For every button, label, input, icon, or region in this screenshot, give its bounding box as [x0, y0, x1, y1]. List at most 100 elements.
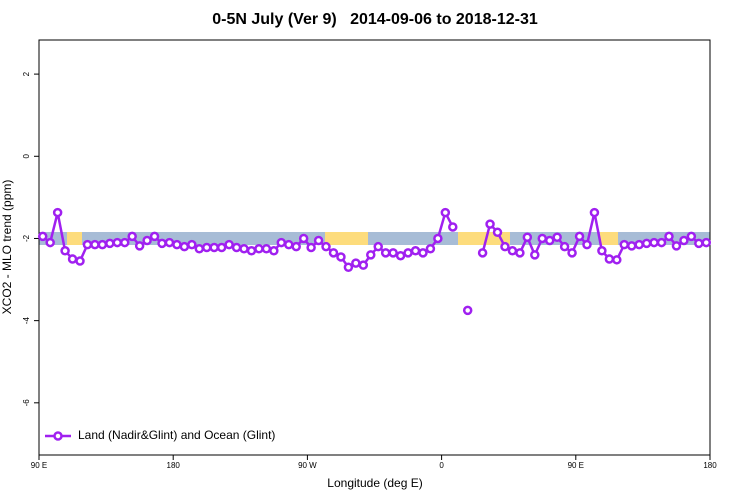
plot-frame [38, 39, 711, 456]
data-point [358, 260, 369, 270]
data-point [477, 248, 488, 258]
data-point [284, 239, 294, 250]
data-point [701, 237, 712, 248]
data-point [179, 241, 190, 252]
data-point [537, 233, 547, 244]
data-point [276, 237, 287, 248]
data-point [552, 232, 562, 242]
data-point [45, 237, 55, 248]
data-point [515, 248, 525, 258]
data-point [127, 231, 137, 242]
data-point [97, 239, 108, 250]
data-point [500, 241, 510, 252]
data-point [507, 246, 518, 256]
data-point [567, 248, 577, 258]
ocean-band [368, 232, 458, 245]
data-point [440, 207, 451, 218]
data-point [425, 243, 436, 254]
x-tick-label: 90 W [298, 461, 317, 470]
data-point [269, 246, 279, 256]
data-point [403, 248, 413, 258]
data-point [261, 243, 272, 254]
y-tick-label: -4 [22, 317, 31, 325]
data-point [306, 242, 316, 253]
data-point [254, 243, 264, 254]
data-point [336, 252, 346, 262]
data-point [462, 305, 473, 316]
data-point [388, 248, 398, 258]
data-point [351, 258, 361, 268]
x-tick-label: 180 [167, 461, 181, 470]
data-point [612, 255, 622, 265]
y-tick-label: -2 [22, 234, 31, 242]
y-tick-label: 0 [22, 154, 31, 159]
data-point [60, 246, 70, 256]
data-point [90, 239, 100, 250]
x-tick-label: 90 E [31, 461, 47, 470]
data-point [246, 246, 257, 256]
data-point [202, 242, 212, 253]
legend-marker [53, 431, 63, 441]
data-point [433, 233, 443, 244]
data-point [626, 241, 637, 251]
data-point [321, 241, 331, 252]
data-point [37, 231, 48, 242]
data-point [224, 239, 234, 250]
x-tick-label: 180 [703, 461, 717, 470]
x-axis-label: Longitude (deg E) [327, 476, 422, 490]
data-point [664, 231, 674, 242]
data-point [656, 237, 667, 248]
data-point [619, 239, 630, 250]
data-point [164, 237, 175, 248]
data-point [679, 235, 689, 246]
data-point [291, 241, 301, 252]
legend-label: Land (Nadir&Glint) and Ocean (Glint) [78, 428, 275, 442]
data-point [597, 246, 607, 256]
data-point [380, 248, 391, 258]
data-point [649, 237, 659, 248]
land-band [325, 232, 368, 245]
y-tick-label: 2 [22, 71, 31, 76]
data-point [157, 238, 167, 249]
legend: Land (Nadir&Glint) and Ocean (Glint) [45, 428, 275, 442]
data-point [559, 241, 570, 252]
data-point [209, 242, 219, 253]
data-point [216, 242, 227, 253]
x-tick-label: 0 [439, 461, 444, 470]
data-point [67, 254, 78, 264]
data-point [582, 239, 592, 250]
data-point [231, 242, 242, 253]
data-point [544, 235, 555, 246]
data-point [298, 233, 309, 244]
data-point [366, 250, 376, 260]
data-point [172, 239, 182, 250]
data-point [418, 248, 428, 258]
data-point [574, 231, 585, 242]
data-point [522, 232, 533, 242]
data-point [75, 256, 85, 266]
data-point [492, 227, 503, 238]
data-point [328, 248, 339, 258]
land-band [600, 232, 618, 245]
data-point [105, 238, 115, 249]
land-band [67, 232, 82, 245]
data-point [149, 231, 160, 242]
data-point [530, 250, 540, 260]
data-point [589, 207, 600, 218]
y-axis-label: XCO2 - MLO trend (ppm) [0, 180, 14, 315]
x-tick-label: 90 E [568, 461, 584, 470]
data-point [112, 237, 123, 248]
data-point [343, 262, 354, 272]
data-point [239, 243, 249, 254]
data-point [671, 241, 682, 251]
data-point [448, 222, 458, 232]
data-point [134, 241, 145, 251]
data-point [485, 219, 495, 229]
data-point [119, 237, 130, 248]
data-point [410, 246, 421, 256]
data-point [313, 235, 324, 246]
data-point [194, 243, 205, 254]
data-point [641, 238, 652, 249]
data-point [395, 250, 406, 261]
